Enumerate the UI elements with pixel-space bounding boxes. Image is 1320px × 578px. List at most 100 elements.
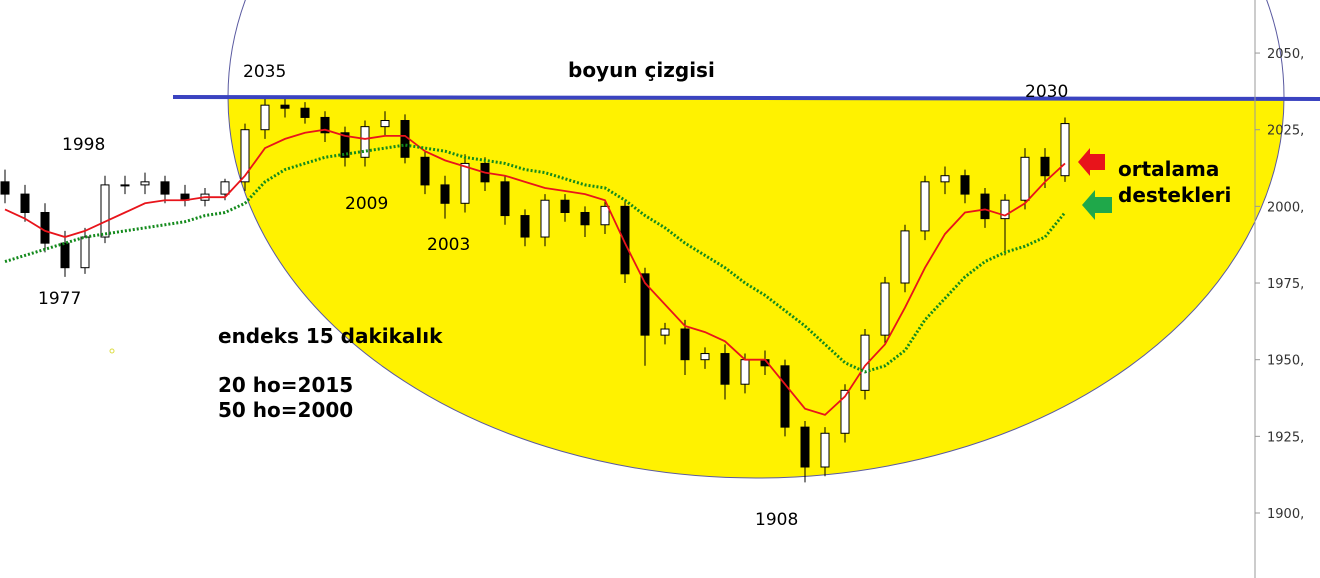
- candle-body: [260, 104, 270, 131]
- annotation: 2003: [427, 235, 470, 255]
- candle: [300, 102, 310, 124]
- candle-body: [920, 181, 930, 232]
- candle-body: [1060, 123, 1070, 177]
- candle-body: [660, 328, 670, 336]
- candle-body: [420, 156, 430, 186]
- annotation: 50 ho=2000: [218, 398, 353, 422]
- candle: [700, 347, 710, 369]
- annotation: 2030: [1025, 82, 1068, 102]
- candle-body: [680, 328, 690, 361]
- candle: [80, 227, 90, 274]
- candle-body: [720, 353, 730, 385]
- candle-body: [1000, 199, 1010, 220]
- candle: [660, 322, 670, 345]
- annotation: 2009: [345, 194, 388, 214]
- annotation: 1977: [38, 289, 81, 309]
- candle: [940, 166, 950, 195]
- candle: [340, 126, 350, 167]
- candle: [0, 169, 10, 204]
- candle-body: [600, 205, 610, 226]
- candle: [140, 172, 150, 195]
- candle-body: [620, 205, 630, 275]
- y-tick-label: 2025,: [1267, 124, 1304, 139]
- moving-average: [4, 128, 1066, 416]
- candle: [540, 194, 550, 247]
- candle-body: [960, 175, 970, 195]
- candle: [1000, 194, 1010, 256]
- candle-body: [360, 126, 370, 158]
- y-tick-label: 1900,: [1267, 507, 1304, 522]
- candle: [860, 329, 870, 400]
- candle-body: [740, 359, 750, 385]
- annotation: endeks 15 dakikalık: [218, 324, 443, 348]
- candle-body: [540, 199, 550, 238]
- candle-body: [20, 193, 30, 213]
- candle: [320, 111, 330, 142]
- candle-body: [120, 184, 130, 187]
- candle-body: [60, 242, 70, 269]
- y-tick-label: 1925,: [1267, 430, 1304, 445]
- candle: [820, 427, 830, 477]
- candle-body: [640, 273, 650, 336]
- candle: [280, 99, 290, 118]
- candle-body: [460, 162, 470, 204]
- candle-body: [700, 353, 710, 361]
- candle-body: [100, 184, 110, 238]
- candle-body: [1020, 156, 1030, 201]
- candle: [920, 175, 930, 241]
- annotation: 20 ho=2015: [218, 373, 353, 397]
- candle: [600, 200, 610, 234]
- candle-body: [340, 132, 350, 158]
- moving-average: [4, 143, 1067, 374]
- candle-body: [900, 230, 910, 284]
- candle: [20, 184, 30, 222]
- candle: [40, 203, 50, 253]
- candle-body: [300, 107, 310, 118]
- annotation: 1998: [62, 135, 105, 155]
- candle-body: [80, 236, 90, 269]
- candle-body: [780, 365, 790, 428]
- annotation: destekleri: [1118, 183, 1231, 207]
- candle: [180, 184, 190, 207]
- candle-body: [1040, 156, 1050, 177]
- annotation: ortalama: [1118, 157, 1219, 181]
- candle-body: [980, 193, 990, 220]
- annotation: boyun çizgisi: [568, 58, 715, 82]
- y-tick-label: 2050,: [1267, 47, 1304, 62]
- candle: [880, 276, 890, 345]
- candle-body: [240, 129, 250, 183]
- candle: [160, 175, 170, 204]
- candle: [500, 175, 510, 225]
- candle-body: [280, 104, 290, 109]
- neckline: [172, 95, 1320, 101]
- candle: [520, 209, 530, 247]
- candle: [360, 120, 370, 167]
- candle: [580, 206, 590, 238]
- candle: [960, 169, 970, 204]
- candle: [840, 384, 850, 443]
- candle: [980, 187, 990, 228]
- candle-body: [520, 215, 530, 238]
- candle: [780, 359, 790, 437]
- pattern-area: [228, 97, 1284, 478]
- candle: [240, 123, 250, 192]
- candle: [440, 175, 450, 219]
- candle-body: [440, 184, 450, 204]
- candle: [720, 344, 730, 400]
- candle-body: [840, 389, 850, 434]
- plot: [0, 95, 1070, 483]
- candle-body: [0, 181, 10, 195]
- y-tick-label: 1950,: [1267, 354, 1304, 369]
- candle-body: [40, 211, 50, 244]
- marker: [109, 348, 115, 354]
- candle-body: [380, 120, 390, 128]
- candle-body: [880, 282, 890, 336]
- candle-body: [820, 432, 830, 468]
- annotation: 1908: [755, 510, 798, 530]
- candle-body: [220, 181, 230, 195]
- candle: [800, 421, 810, 483]
- candle-body: [500, 181, 510, 217]
- y-tick-label: 1975,: [1267, 277, 1304, 292]
- candle: [60, 230, 70, 277]
